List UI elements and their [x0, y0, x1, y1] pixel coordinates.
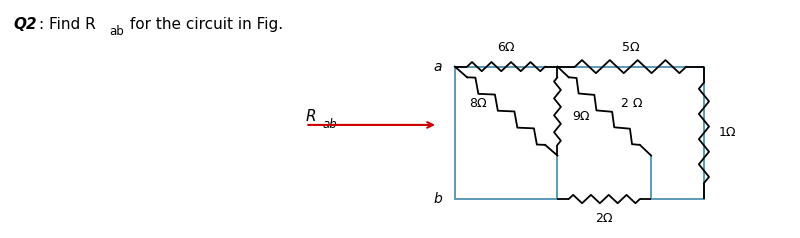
Text: a: a	[434, 60, 442, 74]
Text: 1Ω: 1Ω	[719, 126, 736, 139]
Text: b: b	[433, 192, 442, 206]
Text: Q2: Q2	[14, 17, 37, 32]
Text: ab: ab	[322, 119, 337, 131]
Text: R: R	[306, 109, 316, 124]
Text: 9Ω: 9Ω	[572, 109, 590, 123]
Text: ab: ab	[110, 25, 124, 38]
Text: 6Ω: 6Ω	[498, 41, 515, 54]
Text: 5Ω: 5Ω	[622, 41, 639, 54]
Text: 2Ω: 2Ω	[595, 212, 613, 225]
Text: : Find R: : Find R	[39, 17, 96, 32]
Text: 2 Ω: 2 Ω	[622, 97, 643, 110]
Text: 8Ω: 8Ω	[470, 97, 487, 110]
Text: for the circuit in Fig.: for the circuit in Fig.	[125, 17, 283, 32]
